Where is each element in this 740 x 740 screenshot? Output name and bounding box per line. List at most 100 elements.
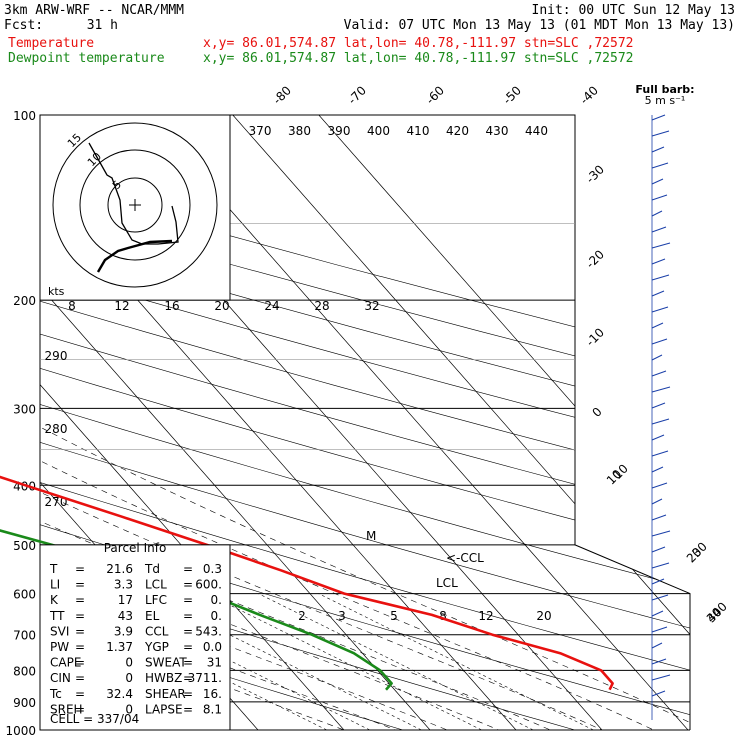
wind-barb (651, 274, 670, 281)
mixing-ratio-label: 8 (439, 609, 447, 623)
moist-adiabat (40, 359, 551, 730)
moist-adiabat (40, 359, 499, 730)
parcel-eq-1: = (75, 578, 85, 592)
parcel-key-1: CAPE (50, 656, 81, 670)
pressure-tick-label: 100 (13, 109, 36, 123)
theta-label: 440 (525, 124, 548, 138)
wind-barb (651, 562, 670, 569)
pressure-tick-label: 700 (13, 629, 36, 643)
parcel-eq-1: = (75, 687, 85, 701)
mixing-ratio-label: 5 (390, 609, 398, 623)
parcel-key-2: LAPSE (145, 702, 183, 716)
hodograph-lower-trace (96, 239, 173, 273)
legend-temperature-label: Temperature (8, 36, 94, 51)
hodograph-ring (52, 122, 218, 288)
parcel-value-2: 31 (207, 656, 222, 670)
wind-barb (651, 546, 666, 553)
isotherm-line (232, 115, 690, 730)
lcl-annotation: LCL (436, 576, 458, 590)
parcel-value-2: 8.1 (203, 702, 222, 716)
wind-barb (651, 450, 669, 457)
parcel-key-1: LI (50, 578, 60, 592)
theta-label: 370 (249, 124, 272, 138)
parcel-eq-2: = (183, 578, 193, 592)
wind-barb (651, 354, 663, 361)
parcel-key-1: TT (49, 609, 65, 623)
parcel-value-2: 16. (203, 687, 222, 701)
wind-barb (651, 418, 670, 425)
parcel-key-2: YGP (144, 640, 169, 654)
isotherm-label: -50 (500, 83, 524, 107)
inset-x-label: 32 (364, 299, 379, 313)
isotherm-label: -30 (583, 162, 607, 186)
parcel-eq-2: = (183, 640, 193, 654)
init-time: Init: 00 UTC Sun 12 May 13 (532, 3, 736, 18)
dry-adiabat (40, 115, 690, 730)
wind-barb (651, 482, 668, 489)
wind-barb (651, 306, 669, 313)
wind-barb (651, 658, 667, 665)
parcel-key-1: K (50, 593, 59, 607)
parcel-key-2: LCL (145, 578, 167, 592)
parcel-value-2: 0. (211, 593, 222, 607)
theta-side-label: 290 (45, 349, 68, 363)
parcel-eq-2: = (183, 624, 193, 638)
hodograph-ring (79, 149, 191, 261)
wind-barb (651, 690, 666, 697)
wind-barb (651, 578, 665, 585)
parcel-eq-1: = (75, 609, 85, 623)
parcel-value-1: 1.37 (106, 640, 133, 654)
wind-barb (651, 514, 667, 521)
moist-adiabat (40, 359, 603, 730)
isotherm-label: -60 (423, 83, 447, 107)
parcel-key-1: CIN (50, 671, 71, 685)
parcel-value-2: 3711. (188, 671, 222, 685)
pressure-tick-label: 800 (13, 664, 36, 678)
parcel-info-title: Parcel Info (104, 541, 167, 555)
parcel-eq-1: = (75, 562, 85, 576)
inset-x-label: 20 (214, 299, 229, 313)
parcel-eq-1: = (75, 624, 85, 638)
theta-label: 390 (328, 124, 351, 138)
wind-barb (651, 466, 664, 473)
hodograph-ring (107, 177, 163, 233)
wind-barb (651, 146, 665, 153)
parcel-key-2: LFC (145, 593, 167, 607)
parcel-key-1: Tc (49, 687, 62, 701)
parcel-eq-1: = (75, 640, 85, 654)
parcel-key-2: SHEAR (145, 687, 186, 701)
wind-barb (651, 530, 671, 537)
legend-dewpoint-info: x,y= 86.01,574.87 lat,lon= 40.78,-111.97… (203, 51, 633, 66)
isotherm-line (146, 115, 689, 730)
forecast-value: 31 h (87, 18, 118, 33)
parcel-key-1: T (49, 562, 58, 576)
inset-x-label: 8 (68, 299, 76, 313)
wind-barb (651, 210, 663, 217)
temperature-curve (0, 475, 614, 691)
wind-barb (651, 242, 671, 249)
parcel-value-1: 43 (118, 609, 133, 623)
wind-barb (651, 610, 664, 617)
moist-adiabat (40, 359, 690, 730)
wind-barb (651, 338, 668, 345)
parcel-value-2: 543. (195, 624, 222, 638)
parcel-key-2: CCL (145, 624, 169, 638)
parcel-value-1: 21.6 (106, 562, 133, 576)
parcel-eq-2: = (183, 702, 193, 716)
parcel-key-1: SREH (50, 702, 83, 716)
wind-barb (651, 114, 666, 121)
parcel-key-1: SVI (50, 624, 69, 638)
isotherm-label: -20 (583, 247, 607, 271)
theta-side-label: 270 (45, 495, 68, 509)
model-title: 3km ARW-WRF -- NCAR/MMM (4, 3, 184, 18)
parcel-value-1: 17 (118, 593, 133, 607)
parcel-eq-1: = (75, 656, 85, 670)
wind-barb (651, 226, 667, 233)
parcel-eq-2: = (183, 609, 193, 623)
legend-dewpoint-label: Dewpoint temperature (8, 51, 165, 66)
wind-barb (651, 258, 666, 265)
inset-x-label: 28 (314, 299, 329, 313)
parcel-info-panel (39, 544, 231, 731)
wind-barb (651, 434, 665, 441)
parcel-key-2: Td (144, 562, 160, 576)
